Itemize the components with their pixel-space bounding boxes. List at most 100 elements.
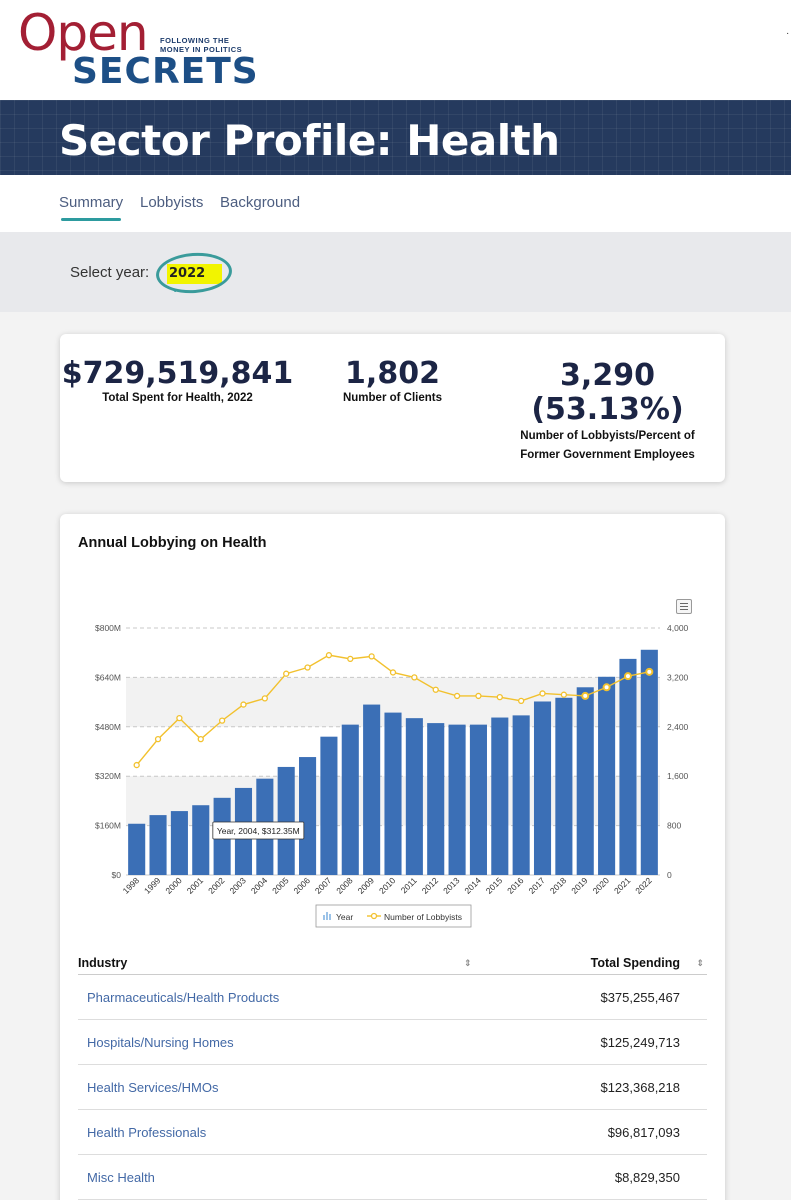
bar-chart-icon: [323, 915, 325, 920]
sort-icon[interactable]: ⇕: [463, 958, 472, 968]
lobbyists-point[interactable]: [218, 717, 226, 724]
logo-tagline: FOLLOWING THE MONEY IN POLITICS: [160, 36, 242, 54]
year-select[interactable]: 2022 ⌄: [167, 264, 222, 295]
lobbyists-percent: (53.13%): [531, 392, 684, 427]
chart-bar[interactable]: [299, 757, 317, 875]
tab-lobbyists[interactable]: Lobbyists: [140, 194, 204, 211]
lobbyists-point[interactable]: [325, 652, 333, 659]
chart-bar[interactable]: [555, 697, 573, 875]
lobbyists-value: 3,290: [560, 358, 655, 393]
lobbyists-point[interactable]: [304, 664, 311, 671]
logo-open-text[interactable]: Open: [18, 4, 149, 62]
lobbyists-point[interactable]: [283, 670, 290, 677]
lobbyists-point[interactable]: [411, 674, 418, 681]
chart-bar[interactable]: [640, 649, 658, 875]
x-axis-tick-label: 2011: [399, 875, 419, 895]
lobbyists-point[interactable]: [154, 735, 162, 743]
y-axis-left-tick: $800M: [95, 623, 121, 633]
lobbyists-point[interactable]: [581, 691, 590, 700]
chart-bar[interactable]: [149, 815, 167, 875]
x-axis-tick-label: 2008: [334, 875, 355, 896]
industry-link[interactable]: Health Services/HMOs: [78, 1064, 477, 1110]
lobbyists-point[interactable]: [518, 697, 525, 705]
tab-summary[interactable]: Summary: [59, 194, 124, 211]
chart-bar[interactable]: [341, 724, 359, 875]
clients-label: Number of Clients: [342, 392, 443, 404]
chart-bar[interactable]: [363, 704, 381, 875]
chart-bar[interactable]: [128, 823, 146, 875]
lobbyists-point[interactable]: [539, 690, 546, 697]
x-axis-tick-label: 2017: [526, 875, 547, 896]
chart-bar[interactable]: [384, 712, 402, 875]
x-axis-tick-label: 2000: [163, 875, 184, 896]
chart-bar[interactable]: [170, 811, 188, 875]
industry-link[interactable]: Misc Health: [78, 1154, 477, 1200]
lobbyists-point[interactable]: [197, 735, 204, 743]
lobbyists-point[interactable]: [347, 655, 354, 663]
lobbyists-point[interactable]: [560, 691, 568, 698]
table-row: Pharmaceuticals/Health Products $375,255…: [78, 974, 707, 1020]
table-row: Hospitals/Nursing Homes $125,249,713: [78, 1019, 707, 1065]
y-axis-left-tick: $0: [112, 870, 122, 880]
lobbyists-point[interactable]: [453, 692, 461, 700]
chart-bar[interactable]: [427, 723, 445, 875]
chart-bar[interactable]: [277, 766, 295, 875]
lobbyists-point[interactable]: [389, 669, 397, 676]
x-axis-tick-label: 2005: [270, 875, 291, 896]
chart-card: Annual Lobbying on Health $0 0 $160M 800 $32…: [60, 514, 725, 1200]
lobbyists-point[interactable]: [602, 683, 611, 692]
total-column-header[interactable]: Total Spending ⇕: [476, 949, 707, 975]
lobbyists-point[interactable]: [133, 761, 140, 769]
chart-bar[interactable]: [192, 805, 210, 875]
x-axis-tick-label: 2001: [185, 875, 206, 896]
chart-bar[interactable]: [491, 717, 509, 875]
tab-bar: Summary Lobbyists Background: [0, 175, 791, 232]
x-axis-tick-label: 2018: [548, 875, 569, 896]
x-axis-tick-label: 2022: [633, 875, 654, 896]
y-axis-left-tick: $320M: [95, 771, 121, 781]
legend-lobbyists-label: Number of Lobbyists: [384, 912, 462, 922]
lobbyists-point[interactable]: [623, 672, 632, 681]
chart-bar[interactable]: [576, 687, 594, 875]
chart-bar[interactable]: [512, 715, 530, 875]
total-spending-value: $125,249,713: [476, 1019, 707, 1065]
x-axis-tick-label: 2007: [313, 875, 334, 896]
total-spending-value: $96,817,093: [476, 1109, 707, 1155]
industry-header-label: Industry: [78, 956, 128, 970]
chart-title: Annual Lobbying on Health: [78, 535, 267, 551]
chart-bar[interactable]: [619, 658, 637, 875]
sort-icon[interactable]: ⇕: [696, 958, 704, 968]
chart-bar[interactable]: [533, 701, 552, 875]
lobbyists-point[interactable]: [240, 701, 247, 708]
y-axis-right-tick: 2,400: [667, 722, 689, 732]
chart-bar[interactable]: [469, 724, 487, 875]
logo-tagline-line-2: MONEY IN POLITICS: [160, 45, 243, 54]
logo-secrets-text[interactable]: SECRETS: [72, 51, 259, 92]
industry-column-header[interactable]: Industry ⇕: [78, 949, 477, 975]
lobbyists-point[interactable]: [432, 686, 439, 693]
tab-background[interactable]: Background: [220, 194, 301, 211]
y-axis-left-tick: $160M: [95, 821, 121, 831]
select-year-label: Select year:: [70, 264, 150, 281]
chart-bar[interactable]: [448, 724, 466, 875]
chart-legend: [315, 904, 472, 928]
lobbyists-point[interactable]: [176, 715, 183, 722]
y-axis-right-tick: 4,000: [667, 623, 689, 633]
chart-bar[interactable]: [405, 718, 423, 875]
chart-bar[interactable]: [320, 736, 338, 875]
lobbyists-label-2: Former Government Employees: [520, 449, 695, 461]
lobbyists-point[interactable]: [368, 653, 375, 660]
industry-link[interactable]: Pharmaceuticals/Health Products: [78, 974, 477, 1020]
industry-link[interactable]: Hospitals/Nursing Homes: [78, 1019, 477, 1065]
y-axis-right-tick: 800: [667, 821, 681, 831]
lobbyists-point[interactable]: [261, 695, 268, 702]
x-axis-tick-label: 2016: [505, 875, 526, 896]
x-axis-tick-label: 2012: [420, 875, 441, 896]
header-logo-bar: Open FOLLOWING THE MONEY IN POLITICS SEC…: [0, 0, 791, 100]
lobbyists-point[interactable]: [496, 694, 503, 701]
industry-link[interactable]: Health Professionals: [78, 1109, 477, 1155]
chart-bar[interactable]: [598, 676, 616, 875]
lobbyists-point[interactable]: [645, 667, 654, 676]
chart-menu-icon[interactable]: [676, 599, 692, 614]
lobbyists-point[interactable]: [475, 692, 482, 700]
